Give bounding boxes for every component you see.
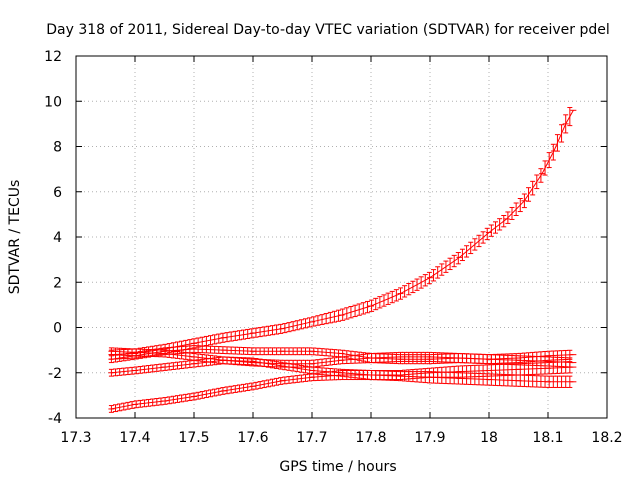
axis-ticks (75, 55, 608, 419)
y-axis-label: SDTVAR / TECUs (7, 180, 23, 295)
grid (76, 56, 607, 418)
series-track-1 (108, 107, 577, 360)
x-tick-label: 17.6 (237, 430, 268, 446)
x-tick-label: 17.8 (355, 430, 386, 446)
y-tick-label: 6 (53, 185, 62, 201)
y-tick-label: -2 (48, 366, 62, 382)
x-tick-label: 17.9 (414, 430, 445, 446)
series-track-5 (108, 369, 577, 413)
series-line (111, 110, 574, 356)
series-track-3 (108, 347, 577, 368)
x-tick-label: 17.5 (178, 430, 209, 446)
y-tick-label: 2 (53, 275, 62, 291)
y-tick-label: 0 (53, 321, 62, 337)
y-tick-labels: -4 -2 0 2 4 6 8 10 12 (44, 49, 62, 427)
y-tick-label: 10 (44, 94, 62, 110)
x-tick-label: 17.3 (60, 430, 91, 446)
x-tick-label: 17.4 (119, 430, 150, 446)
x-tick-label: 17.7 (296, 430, 327, 446)
x-tick-label: 18.1 (532, 430, 563, 446)
y-tick-label: 4 (53, 230, 62, 246)
y-tick-label: 12 (44, 49, 62, 65)
series-group (108, 107, 577, 413)
chart-title: Day 318 of 2011, Sidereal Day-to-day VTE… (46, 22, 610, 38)
x-tick-labels: 17.3 17.4 17.5 17.6 17.7 17.8 17.9 18 18.1 18.2 (60, 430, 622, 446)
x-axis-label: GPS time / hours (279, 459, 396, 475)
y-tick-label: 8 (53, 140, 62, 156)
x-tick-label: 18 (480, 430, 498, 446)
x-tick-label: 18.2 (591, 430, 622, 446)
y-tick-label: -4 (48, 411, 62, 427)
